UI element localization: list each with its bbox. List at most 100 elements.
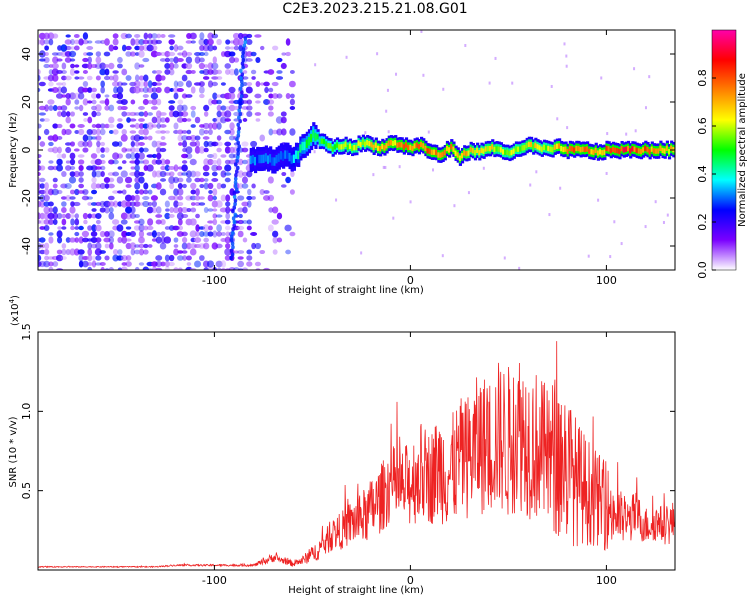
heatmap-cell bbox=[276, 70, 283, 74]
heatmap-cell bbox=[95, 56, 102, 64]
heatmap-cell bbox=[44, 104, 49, 112]
heatmap-cell bbox=[69, 158, 76, 166]
heatmap-cell bbox=[47, 256, 55, 260]
heatmap-cell bbox=[575, 145, 579, 152]
heatmap-cell bbox=[77, 76, 85, 80]
heatmap-cell bbox=[255, 81, 261, 87]
heatmap-cell bbox=[276, 128, 283, 136]
heatmap-cell bbox=[125, 255, 132, 261]
heatmap-cell bbox=[87, 266, 93, 270]
heatmap-cell bbox=[273, 157, 277, 166]
heatmap-cell bbox=[87, 116, 93, 124]
heatmap-cell bbox=[95, 51, 102, 57]
heatmap-cell bbox=[112, 38, 119, 46]
heatmap-cell bbox=[99, 230, 106, 238]
heatmap-cell bbox=[108, 212, 115, 220]
heatmap-cell bbox=[65, 146, 72, 154]
heatmap-cell bbox=[138, 118, 145, 122]
heatmap-cell bbox=[190, 105, 197, 111]
heatmap-cell bbox=[202, 136, 210, 140]
heatmap-cell bbox=[212, 208, 218, 212]
heatmap-cell bbox=[250, 140, 258, 148]
heatmap-cell bbox=[212, 230, 218, 238]
heatmap-cell bbox=[624, 146, 629, 152]
heatmap-cell bbox=[38, 260, 42, 268]
heatmap-cell bbox=[121, 147, 128, 153]
heatmap-cell bbox=[198, 51, 205, 57]
heatmap-cell bbox=[83, 118, 88, 122]
x-tick-label: -100 bbox=[202, 574, 227, 587]
heatmap-cell bbox=[138, 64, 145, 68]
heatmap-cell bbox=[78, 254, 84, 262]
heatmap-cell bbox=[215, 200, 223, 208]
heatmap-cell bbox=[94, 158, 103, 166]
heatmap-cell bbox=[86, 135, 93, 141]
heatmap-cell bbox=[478, 150, 482, 156]
heatmap-cell bbox=[151, 124, 158, 128]
heatmap-cell bbox=[280, 116, 287, 124]
heatmap-cell bbox=[518, 266, 521, 270]
heatmap-cell bbox=[38, 68, 41, 76]
heatmap-cell bbox=[173, 194, 179, 202]
heatmap-cell bbox=[233, 183, 238, 189]
heatmap-cell bbox=[130, 141, 136, 147]
heatmap-cell bbox=[43, 260, 51, 268]
heatmap-cell bbox=[147, 99, 153, 105]
y-tick-label: 0 bbox=[20, 147, 33, 154]
heatmap-cell bbox=[224, 177, 231, 183]
heatmap-cell bbox=[471, 147, 475, 154]
heatmap-cell bbox=[211, 159, 218, 165]
heatmap-cell bbox=[190, 86, 196, 94]
heatmap-cell bbox=[233, 57, 240, 63]
heatmap-cell bbox=[225, 201, 231, 207]
heatmap-cell bbox=[583, 146, 588, 153]
heatmap-cell bbox=[64, 57, 72, 63]
heatmap-cell bbox=[208, 98, 213, 106]
heatmap-cell bbox=[246, 261, 253, 267]
heatmap-cell bbox=[420, 30, 423, 34]
heatmap-cell bbox=[130, 195, 136, 201]
heatmap-cell bbox=[91, 87, 97, 93]
heatmap-cell bbox=[207, 194, 214, 202]
heatmap-cell bbox=[108, 206, 114, 214]
heatmap-cell bbox=[103, 237, 111, 243]
heatmap-cell bbox=[199, 177, 205, 183]
heatmap-cell bbox=[189, 230, 197, 238]
heatmap-cell bbox=[43, 249, 50, 255]
heatmap-cell bbox=[163, 236, 172, 244]
heatmap-cell bbox=[142, 94, 149, 98]
heatmap-cell bbox=[48, 105, 54, 111]
heatmap-cell bbox=[107, 230, 115, 238]
heatmap-cell bbox=[194, 177, 201, 183]
heatmap-cell bbox=[345, 55, 348, 59]
heatmap-cell bbox=[260, 45, 265, 51]
heatmap-cell bbox=[473, 149, 478, 156]
heatmap-cell bbox=[460, 153, 465, 159]
heatmap-cell bbox=[43, 128, 50, 136]
heatmap-cell bbox=[276, 93, 283, 99]
heatmap-cell bbox=[100, 171, 105, 177]
heatmap-cell bbox=[241, 159, 248, 165]
heatmap-cell bbox=[164, 159, 171, 165]
y-tick-label: 40 bbox=[20, 47, 33, 61]
heatmap-cell bbox=[469, 146, 473, 153]
heatmap-cell bbox=[246, 255, 253, 261]
heatmap-cell bbox=[642, 147, 646, 153]
heatmap-cell bbox=[230, 252, 235, 257]
heatmap-cell bbox=[290, 170, 295, 178]
heatmap-cell bbox=[134, 62, 141, 70]
heatmap-cell bbox=[177, 134, 184, 142]
heatmap-cell bbox=[178, 142, 183, 146]
heatmap-cell bbox=[134, 74, 140, 82]
heatmap-cell bbox=[43, 39, 50, 45]
heatmap-cell bbox=[82, 260, 89, 268]
heatmap-cell bbox=[113, 45, 119, 51]
heatmap-cell bbox=[38, 87, 41, 93]
heatmap-cell bbox=[240, 54, 245, 59]
heatmap-cell bbox=[241, 147, 249, 153]
heatmap-cell bbox=[285, 93, 291, 99]
heatmap-cell bbox=[231, 216, 236, 221]
heatmap-cell bbox=[255, 57, 261, 63]
heatmap-cell bbox=[202, 122, 210, 130]
heatmap-cell bbox=[186, 177, 192, 183]
